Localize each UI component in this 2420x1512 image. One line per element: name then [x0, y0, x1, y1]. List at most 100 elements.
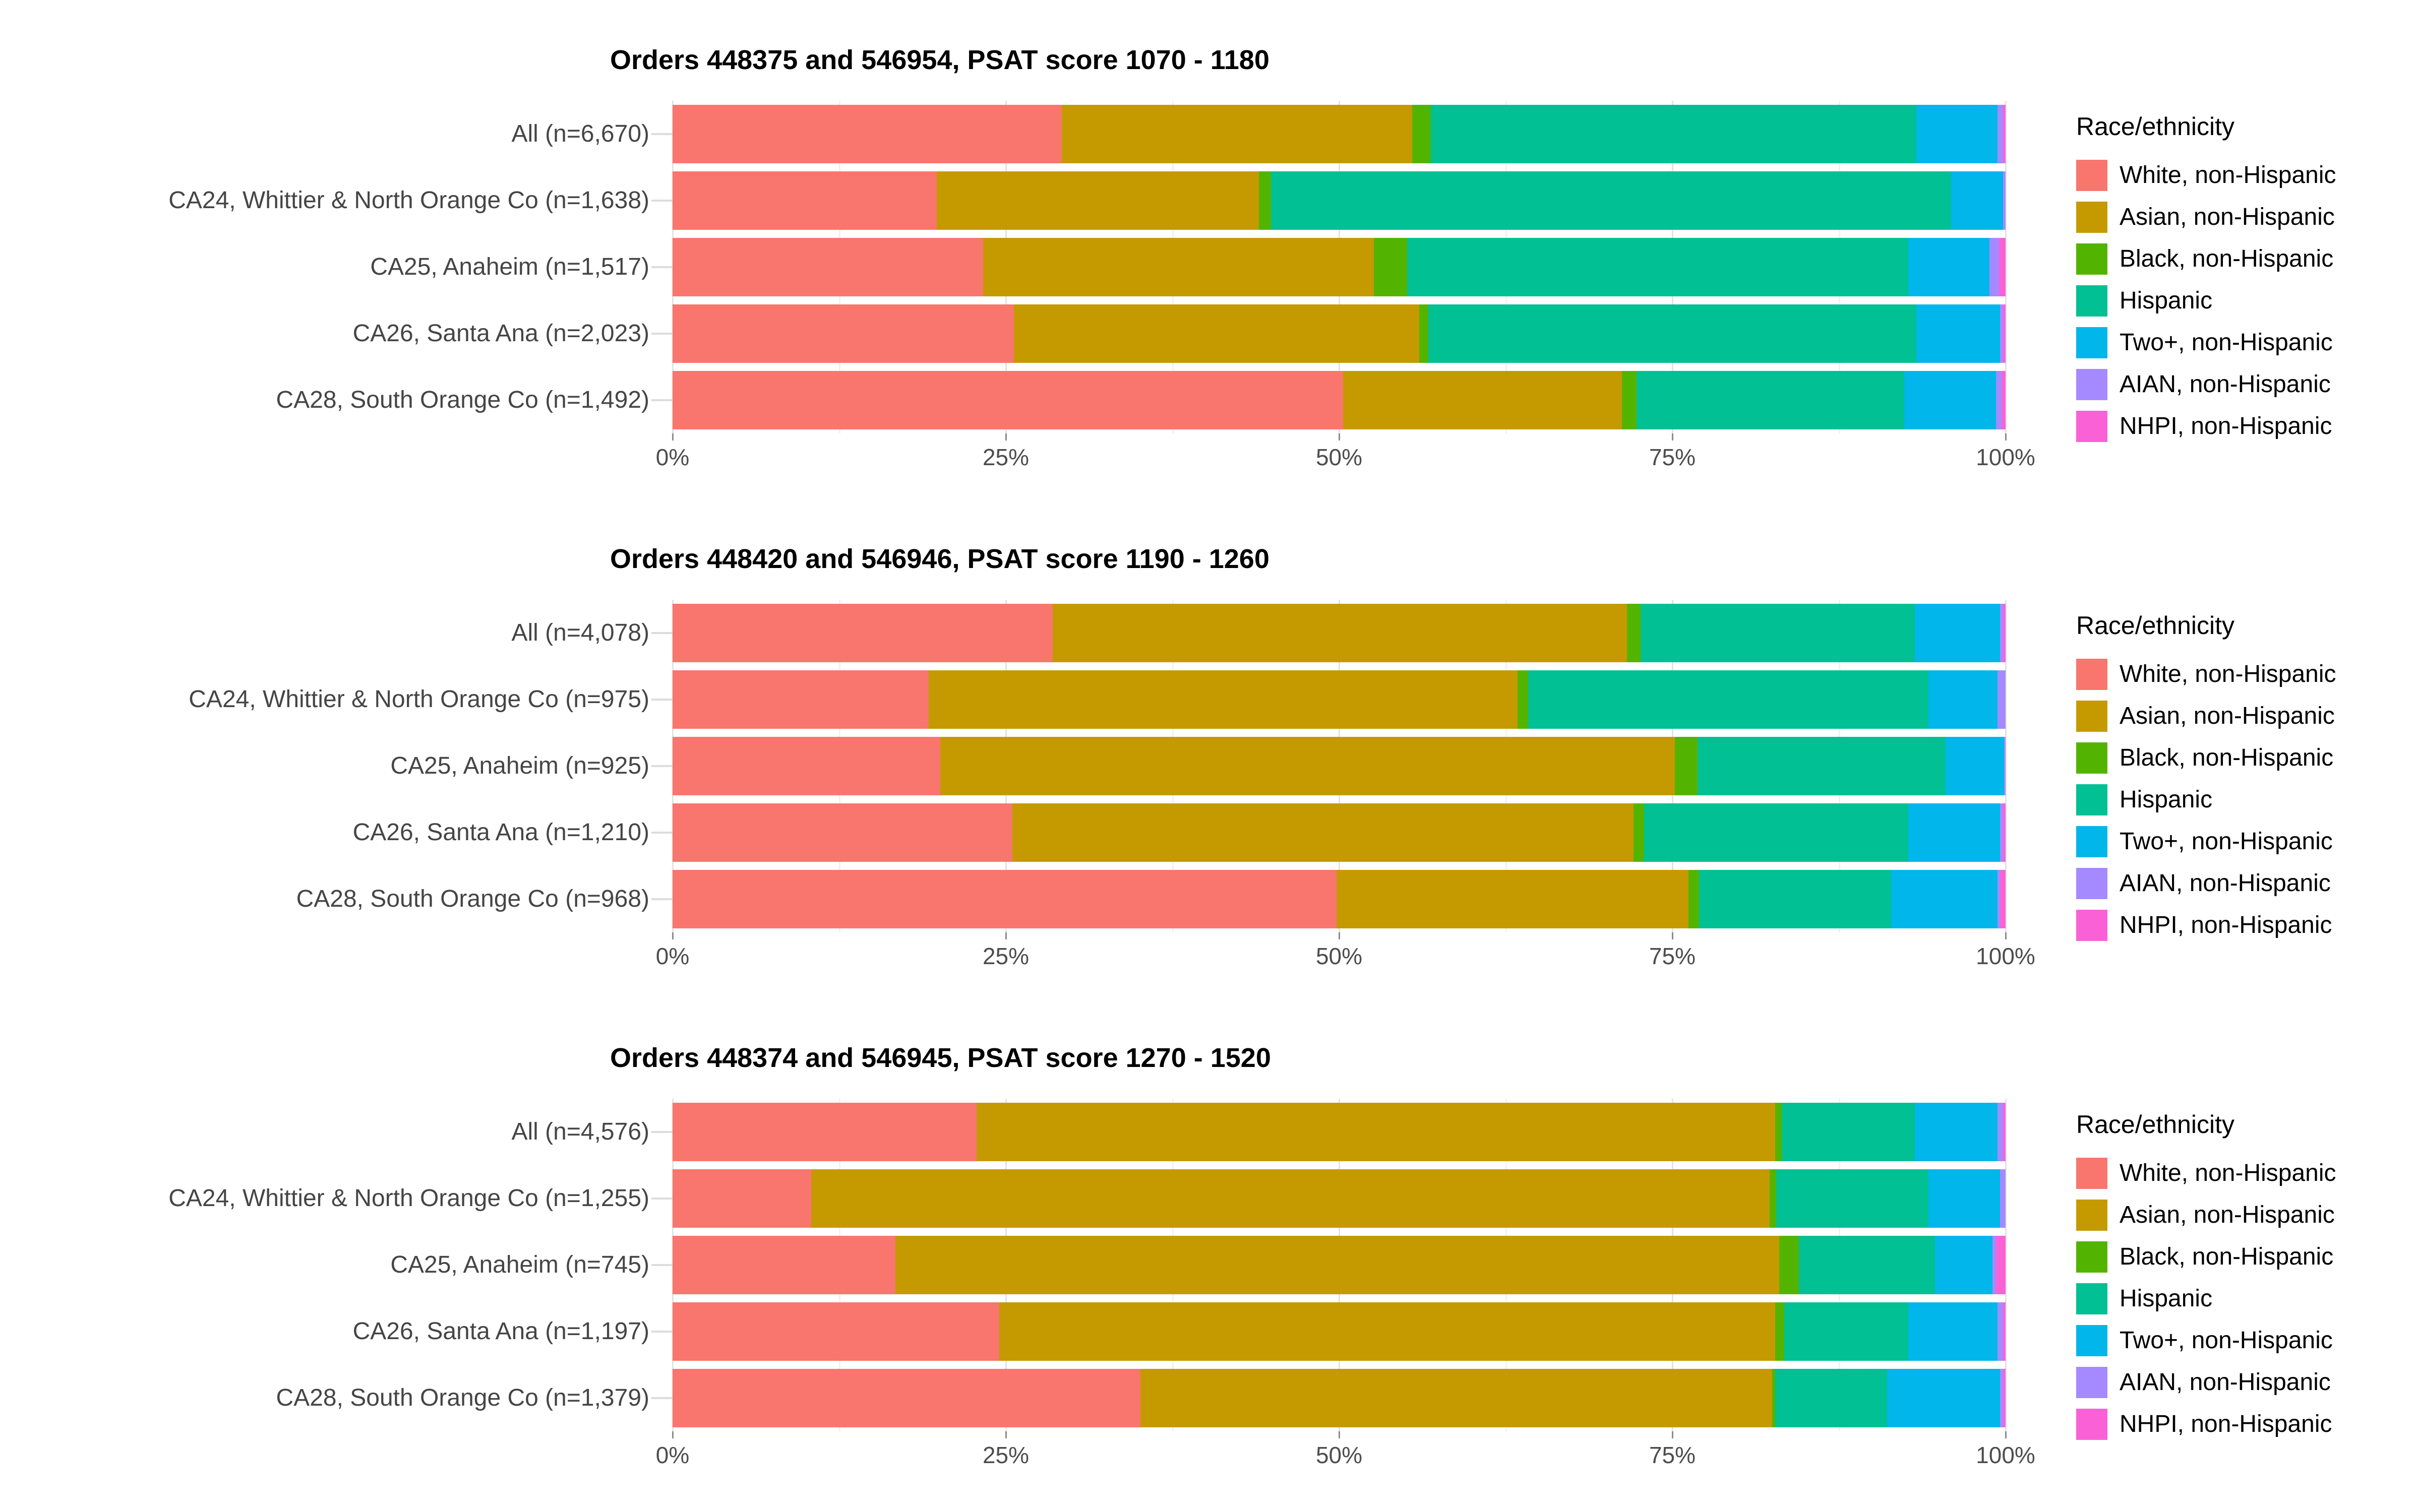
legend-item-label: Black, non-Hispanic [2120, 1243, 2334, 1270]
bar-row [673, 1369, 2006, 1427]
bar-segment-black [1412, 105, 1431, 163]
legend-item: White, non-Hispanic [2076, 653, 2336, 695]
bar-segment-black [1775, 1103, 1782, 1161]
bar-segment-hispanic [1431, 105, 1916, 163]
y-axis-tick [651, 1198, 673, 1200]
bar-segment-hispanic [1644, 803, 1908, 862]
legend-item-label: NHPI, non-Hispanic [2120, 912, 2332, 938]
bar-segment-white [673, 1169, 811, 1228]
legend-item-label: Black, non-Hispanic [2120, 744, 2334, 771]
bar-segment-white [673, 171, 937, 230]
bar-row [673, 371, 2006, 429]
bar-segment-aian [2000, 1369, 2003, 1427]
y-axis-tick [651, 632, 673, 634]
y-axis-label: CA26, Santa Ana (n=1,210) [352, 819, 649, 846]
legend-swatch [2076, 784, 2107, 815]
bar-segment-black [1770, 1169, 1777, 1228]
legend-swatch [2076, 201, 2107, 233]
major-gridline [2005, 600, 2007, 932]
legend-item: Black, non-Hispanic [2076, 737, 2336, 779]
major-gridline [2005, 1099, 2007, 1431]
bar-segment-asian [1343, 371, 1622, 429]
legend-item-label: Two+, non-Hispanic [2120, 329, 2333, 356]
bar-segment-two- [1928, 1169, 2001, 1228]
y-axis-label: CA24, Whittier & North Orange Co (n=975) [189, 686, 649, 713]
bar-segment-nhpi [2002, 371, 2006, 429]
bar-row [673, 670, 2006, 729]
bar-segment-asian [1012, 803, 1634, 862]
bar-segment-aian [1998, 1103, 2003, 1161]
legend-swatch [2076, 410, 2107, 442]
bar-row [673, 105, 2006, 163]
bar-segment-black [1675, 737, 1698, 795]
legend-swatch [2076, 243, 2107, 275]
y-axis-label: All (n=6,670) [511, 120, 650, 147]
x-axis-tick [2005, 1431, 2007, 1438]
bar-row [673, 304, 2006, 363]
bar-segment-black [1627, 604, 1641, 662]
bar-segment-asian [983, 238, 1374, 296]
bar-segment-black [1688, 870, 1699, 928]
bar-row [673, 604, 2006, 662]
bar-segment-black [1621, 371, 1637, 429]
bar-segment-aian [2000, 803, 2003, 862]
legend-item-label: AIAN, non-Hispanic [2120, 371, 2331, 398]
legend-item: Asian, non-Hispanic [2076, 1194, 2336, 1236]
bar-segment-hispanic [1784, 1302, 1908, 1361]
x-tick-label: 100% [1976, 444, 2035, 470]
x-tick-label: 100% [1976, 1442, 2035, 1468]
bar-segment-nhpi [2003, 304, 2006, 363]
y-axis-tick [651, 898, 673, 900]
bar-segment-asian [999, 1302, 1775, 1361]
y-axis-tick [651, 1397, 673, 1399]
bar-segment-nhpi [1999, 238, 2006, 296]
legend-swatch [2076, 285, 2107, 317]
chart-title: Orders 448375 and 546954, PSAT score 107… [610, 45, 1269, 75]
x-axis-tick [1339, 932, 1340, 939]
bar-segment-hispanic [1636, 371, 1905, 429]
legend-item-label: Black, non-Hispanic [2120, 245, 2334, 272]
plot-panel [672, 101, 2037, 433]
legend-item: AIAN, non-Hispanic [2076, 862, 2336, 904]
x-axis-tick [1339, 1431, 1340, 1438]
bar-segment-aian [2000, 1169, 2006, 1228]
bar-segment-white [673, 238, 984, 296]
legend-title: Race/ethnicity [2076, 611, 2235, 640]
bar-segment-aian [1996, 371, 2002, 429]
bar-segment-nhpi [2003, 1302, 2006, 1361]
x-tick-label: 25% [982, 444, 1030, 470]
legend-item: NHPI, non-Hispanic [2076, 1403, 2336, 1445]
bar-row [673, 737, 2006, 795]
bar-segment-white [673, 105, 1062, 163]
bar-row [673, 803, 2006, 862]
bar-segment-two- [1908, 238, 1990, 296]
x-tick-label: 50% [1315, 1442, 1363, 1468]
y-axis-tick [651, 1331, 673, 1333]
x-axis-tick [1672, 433, 1673, 440]
y-axis-label: CA28, South Orange Co (n=968) [296, 886, 649, 912]
legend-item: NHPI, non-Hispanic [2076, 405, 2336, 447]
legend-swatch [2076, 742, 2107, 774]
legend-item: White, non-Hispanic [2076, 1152, 2336, 1194]
bar-segment-hispanic [1775, 1369, 1887, 1427]
legend-item: AIAN, non-Hispanic [2076, 363, 2336, 405]
bar-segment-hispanic [1407, 238, 1908, 296]
legend-items: White, non-Hispanic Asian, non-Hispanic Bl… [2076, 1152, 2336, 1445]
x-axis-tick [1005, 433, 1007, 440]
legend-item-label: Asian, non-Hispanic [2120, 204, 2335, 230]
legend-item: Black, non-Hispanic [2076, 1236, 2336, 1278]
bar-row [673, 1103, 2006, 1161]
bar-segment-black [1634, 803, 1645, 862]
bar-segment-asian [1062, 105, 1413, 163]
legend-item-label: White, non-Hispanic [2120, 162, 2336, 188]
bar-segment-two- [1908, 1302, 1998, 1361]
legend: Race/ethnicity White, non-Hispanic Asian,… [2076, 1110, 2336, 1445]
x-tick-label: 50% [1315, 943, 1363, 969]
bar-segment-asian [940, 737, 1675, 795]
legend-item: White, non-Hispanic [2076, 154, 2336, 196]
plot-panel [672, 600, 2037, 932]
legend-item: Hispanic [2076, 280, 2336, 322]
x-tick-label: 75% [1649, 943, 1696, 969]
legend-items: White, non-Hispanic Asian, non-Hispanic Bl… [2076, 653, 2336, 946]
x-tick-label: 0% [655, 1442, 690, 1468]
